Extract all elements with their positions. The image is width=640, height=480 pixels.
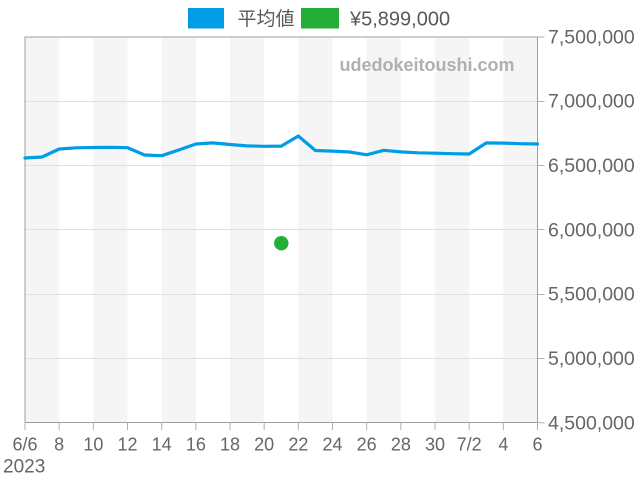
svg-text:7/2: 7/2 [457,434,482,454]
svg-text:¥5,899,000: ¥5,899,000 [349,8,450,30]
svg-text:7,000,000: 7,000,000 [548,91,635,113]
svg-text:6,500,000: 6,500,000 [548,155,635,177]
svg-text:7,500,000: 7,500,000 [548,26,635,48]
svg-text:24: 24 [322,434,342,454]
svg-text:14: 14 [152,434,172,454]
svg-text:udedokeitoushi.com: udedokeitoushi.com [339,55,514,75]
svg-text:4,500,000: 4,500,000 [548,412,635,434]
svg-text:6: 6 [532,434,542,454]
svg-text:12: 12 [117,434,137,454]
svg-text:5,500,000: 5,500,000 [548,284,635,306]
svg-text:4: 4 [498,434,508,454]
svg-text:平均値: 平均値 [238,8,295,30]
svg-text:20: 20 [254,434,274,454]
svg-text:26: 26 [357,434,377,454]
svg-text:6/6: 6/6 [12,434,37,454]
svg-text:18: 18 [220,434,240,454]
svg-text:10: 10 [83,434,103,454]
svg-text:28: 28 [391,434,411,454]
svg-text:5,000,000: 5,000,000 [548,348,635,370]
svg-text:2023: 2023 [3,456,45,477]
svg-text:30: 30 [425,434,445,454]
svg-text:6,000,000: 6,000,000 [548,219,635,241]
svg-text:22: 22 [288,434,308,454]
svg-text:16: 16 [186,434,206,454]
svg-text:8: 8 [54,434,64,454]
